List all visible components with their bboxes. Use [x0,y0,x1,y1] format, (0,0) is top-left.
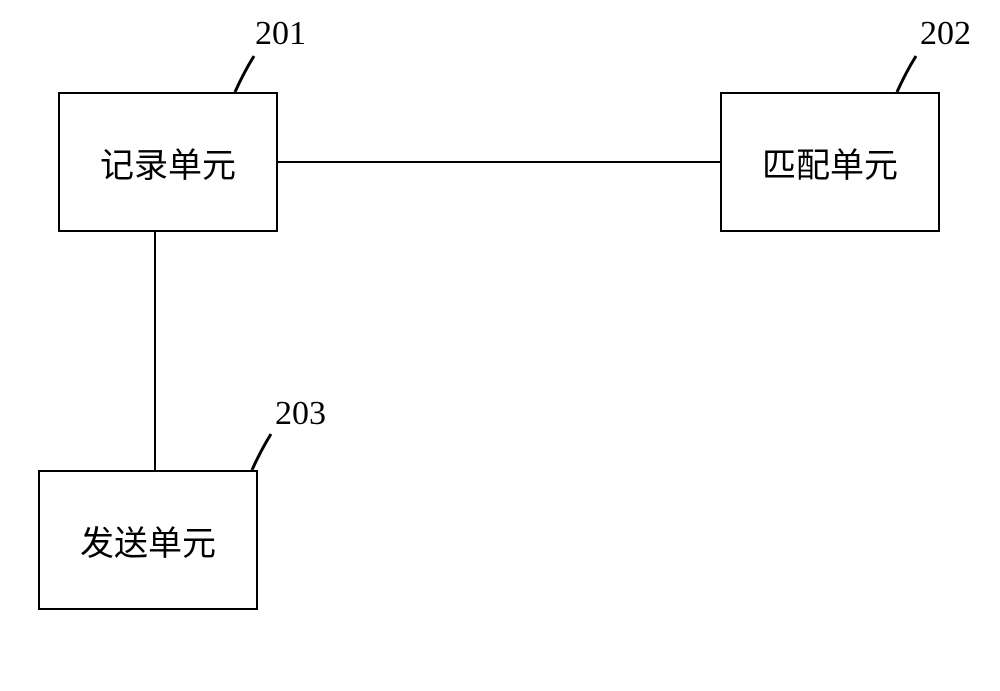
ref-label-203: 203 [275,395,326,433]
leader-line-203 [0,0,1000,691]
edge-n1-n3 [154,232,156,470]
edge-n1-n2 [278,161,720,163]
